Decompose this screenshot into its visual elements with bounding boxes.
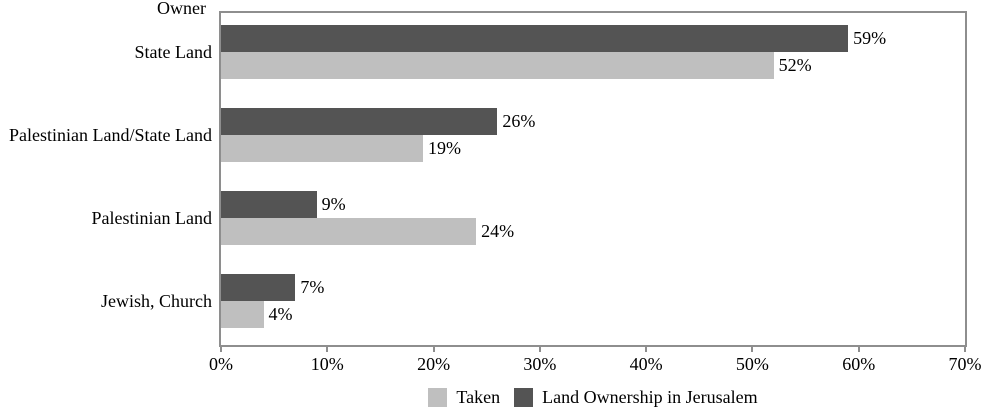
x-axis-tick [645,346,648,352]
legend-swatch-ownership [514,388,534,407]
category-label: Jewish, Church [101,291,212,311]
x-axis-tick-label: 60% [842,354,876,374]
bar-taken-1 [221,135,423,162]
x-axis-tick [857,346,860,352]
y-axis-title: Owner [157,0,206,18]
bar-ownership-1 [221,108,498,135]
value-label: 9% [321,194,346,214]
bar-taken-2 [221,218,477,245]
legend: Taken Land Ownership in Jerusalem [219,387,967,408]
value-label: 26% [502,111,536,131]
category-axis-labels: State Land Palestinian Land/State Land Pal… [0,0,212,347]
bar-ownership-3 [221,274,296,301]
legend-item-ownership: Land Ownership in Jerusalem [514,387,758,408]
category-label: Palestinian Land [91,208,212,228]
x-axis-tick [751,346,754,352]
legend-label-taken: Taken [456,387,501,407]
x-axis-tick-label: 70% [948,354,982,374]
value-label: 59% [853,28,887,48]
value-label: 4% [268,304,293,324]
bar-ownership-0 [221,25,849,52]
legend-label-ownership: Land Ownership in Jerusalem [542,387,758,407]
bar-taken-0 [221,52,774,79]
x-axis-tick-label: 50% [735,354,769,374]
x-axis-tick [326,346,329,352]
x-axis-tick [432,346,435,352]
x-axis-tick [220,346,222,352]
value-label: 52% [778,55,812,75]
x-axis-tick-label: 0% [209,354,233,374]
x-axis-tick-label: 10% [310,354,344,374]
value-label: 7% [300,277,325,297]
x-axis-tick [964,346,966,352]
legend-item-taken: Taken [428,387,500,408]
plot-area: 59% 52% 26% 19% 9% 24% 7% 4% [219,11,967,347]
x-axis-tick-label: 20% [417,354,451,374]
legend-swatch-taken [428,388,448,407]
category-label: State Land [134,42,212,62]
x-axis-tick-label: 40% [629,354,663,374]
value-label: 19% [427,138,461,158]
bar-ownership-2 [221,191,317,218]
x-axis-tick [538,346,541,352]
bar-taken-3 [221,301,264,328]
value-label: 24% [481,221,515,241]
x-axis-tick-label: 30% [523,354,557,374]
category-label: Palestinian Land/State Land [9,125,212,145]
